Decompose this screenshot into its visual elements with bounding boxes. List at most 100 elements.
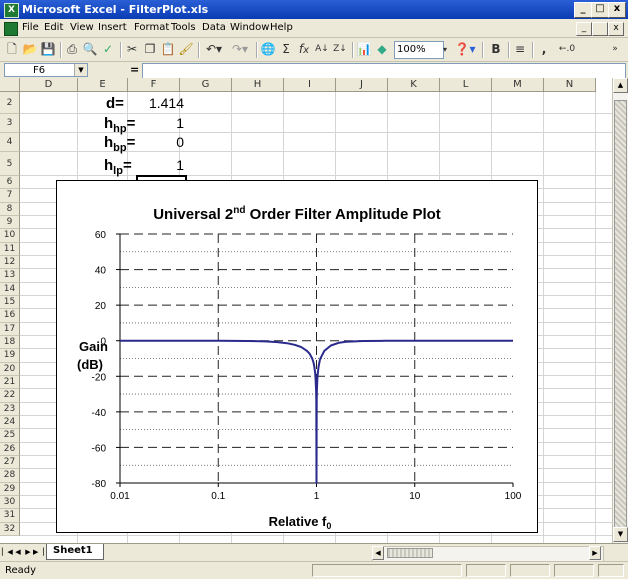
row-header[interactable]: 21 — [0, 375, 20, 390]
param-hlp-value[interactable]: 1 — [176, 157, 184, 173]
maximize-button[interactable]: □ — [591, 2, 609, 18]
save-icon[interactable]: 💾 — [40, 42, 56, 56]
name-box-dropdown-icon[interactable]: ▼ — [74, 64, 87, 76]
minimize-button[interactable]: _ — [574, 2, 592, 18]
param-hbp-label[interactable]: hbp= — [104, 134, 135, 154]
close-button[interactable]: x — [608, 2, 626, 18]
formula-input[interactable] — [142, 63, 626, 79]
horizontal-scroll-thumb[interactable] — [387, 548, 433, 558]
toolbar-options-icon[interactable]: » — [612, 44, 618, 54]
menu-file[interactable]: File — [22, 22, 39, 33]
vertical-scrollbar[interactable]: ▲ ▼ — [612, 78, 628, 543]
column-header[interactable]: G — [180, 78, 232, 92]
first-sheet-icon[interactable]: ▏◀ — [2, 548, 13, 556]
menu-data[interactable]: Data — [202, 22, 226, 33]
row-header[interactable]: 5 — [0, 152, 20, 176]
bold-button[interactable]: B — [491, 42, 501, 56]
row-header[interactable]: 16 — [0, 309, 20, 323]
row-header[interactable]: 32 — [0, 522, 20, 536]
scroll-up-icon[interactable]: ▲ — [613, 78, 628, 93]
row-header[interactable]: 29 — [0, 482, 20, 496]
print-icon[interactable]: ⎙ — [67, 42, 77, 56]
chart-wizard-icon[interactable]: 📊 — [356, 42, 372, 56]
new-icon[interactable]: 🗋 — [7, 42, 17, 56]
row-header[interactable]: 6 — [0, 176, 20, 190]
row-header[interactable]: 24 — [0, 415, 20, 430]
sort-ascending-icon[interactable]: A↓ — [315, 44, 329, 54]
row-header[interactable]: 11 — [0, 242, 20, 256]
column-header[interactable]: F — [128, 78, 180, 92]
row-header[interactable]: 13 — [0, 269, 20, 283]
param-hhp-label[interactable]: hhp= — [104, 115, 135, 135]
undo-icon[interactable]: ↶▾ — [205, 42, 223, 56]
align-center-icon[interactable]: ≡ — [514, 42, 526, 56]
column-header[interactable]: J — [336, 78, 388, 92]
zoom-dropdown-icon[interactable]: ▾ — [442, 45, 447, 54]
sheet-tab-sheet1[interactable]: Sheet1 — [46, 544, 104, 560]
paste-icon[interactable]: 📋 — [160, 42, 176, 56]
row-header[interactable]: 18 — [0, 335, 20, 350]
doc-close-button[interactable]: x — [608, 22, 624, 36]
help-icon[interactable]: ❓▾ — [454, 42, 476, 56]
row-header[interactable]: 26 — [0, 442, 20, 456]
scroll-right-icon[interactable]: ▶ — [589, 546, 601, 560]
menu-tools[interactable]: Tools — [171, 22, 196, 33]
column-header[interactable]: D — [20, 78, 78, 92]
sort-descending-icon[interactable]: Z↓ — [333, 44, 347, 54]
param-d-label[interactable]: d= — [106, 95, 124, 112]
comma-style-icon[interactable]: , — [541, 42, 547, 56]
param-hlp-label[interactable]: hlp= — [104, 157, 132, 177]
row-header[interactable]: 8 — [0, 202, 20, 216]
formula-equals[interactable]: = — [130, 63, 140, 76]
column-header[interactable]: L — [440, 78, 492, 92]
vertical-scroll-thumb[interactable] — [614, 100, 627, 530]
last-sheet-icon[interactable]: ▶▕ — [33, 548, 44, 556]
open-icon[interactable]: 📂 — [22, 42, 38, 56]
amplitude-chart[interactable]: Universal 2nd Order Filter Amplitude Plo… — [56, 180, 538, 533]
row-header[interactable]: 12 — [0, 255, 20, 270]
row-header[interactable]: 4 — [0, 133, 20, 152]
row-header[interactable]: 25 — [0, 429, 20, 443]
next-sheet-icon[interactable]: ▶ — [25, 548, 31, 556]
row-header[interactable]: 7 — [0, 189, 20, 203]
row-header[interactable]: 28 — [0, 469, 20, 483]
menu-edit[interactable]: Edit — [44, 22, 64, 33]
select-all-corner[interactable] — [0, 78, 20, 92]
format-painter-icon[interactable]: 🖌 — [178, 42, 194, 56]
row-header[interactable]: 10 — [0, 229, 20, 243]
row-header[interactable]: 20 — [0, 362, 20, 376]
row-header[interactable]: 14 — [0, 282, 20, 296]
row-header[interactable]: 17 — [0, 322, 20, 336]
row-header[interactable]: 9 — [0, 215, 20, 230]
menu-window[interactable]: Window — [230, 22, 270, 33]
horizontal-scrollbar[interactable]: ◀ ▶ — [372, 546, 604, 562]
menu-insert[interactable]: Insert — [98, 22, 127, 33]
row-header[interactable]: 23 — [0, 402, 20, 416]
column-header[interactable]: M — [492, 78, 544, 92]
row-header[interactable]: 30 — [0, 495, 20, 510]
column-header[interactable]: K — [388, 78, 440, 92]
prev-sheet-icon[interactable]: ◀ — [15, 548, 21, 556]
column-header[interactable]: I — [284, 78, 336, 92]
row-header[interactable]: 2 — [0, 92, 20, 114]
copy-icon[interactable]: ❐ — [144, 42, 156, 56]
menu-format[interactable]: Format — [134, 22, 170, 33]
print-preview-icon[interactable]: 🔍 — [82, 42, 98, 56]
redo-icon[interactable]: ↷▾ — [231, 42, 249, 56]
column-header[interactable]: N — [544, 78, 596, 92]
scroll-down-icon[interactable]: ▼ — [613, 527, 628, 542]
autosum-icon[interactable]: Σ — [282, 42, 290, 56]
param-d-value[interactable]: 1.414 — [148, 95, 184, 111]
workbook-icon[interactable] — [4, 22, 18, 36]
menu-help[interactable]: Help — [270, 22, 293, 33]
drawing-icon[interactable]: ◆ — [377, 42, 387, 56]
param-hbp-value[interactable]: 0 — [176, 134, 184, 150]
row-header[interactable]: 31 — [0, 509, 20, 523]
zoom-select[interactable]: 100% — [394, 41, 444, 59]
param-hhp-value[interactable]: 1 — [176, 115, 184, 131]
row-header[interactable]: 15 — [0, 295, 20, 310]
doc-restore-button[interactable] — [592, 22, 608, 36]
column-header[interactable]: H — [232, 78, 284, 92]
row-header[interactable]: 3 — [0, 114, 20, 133]
